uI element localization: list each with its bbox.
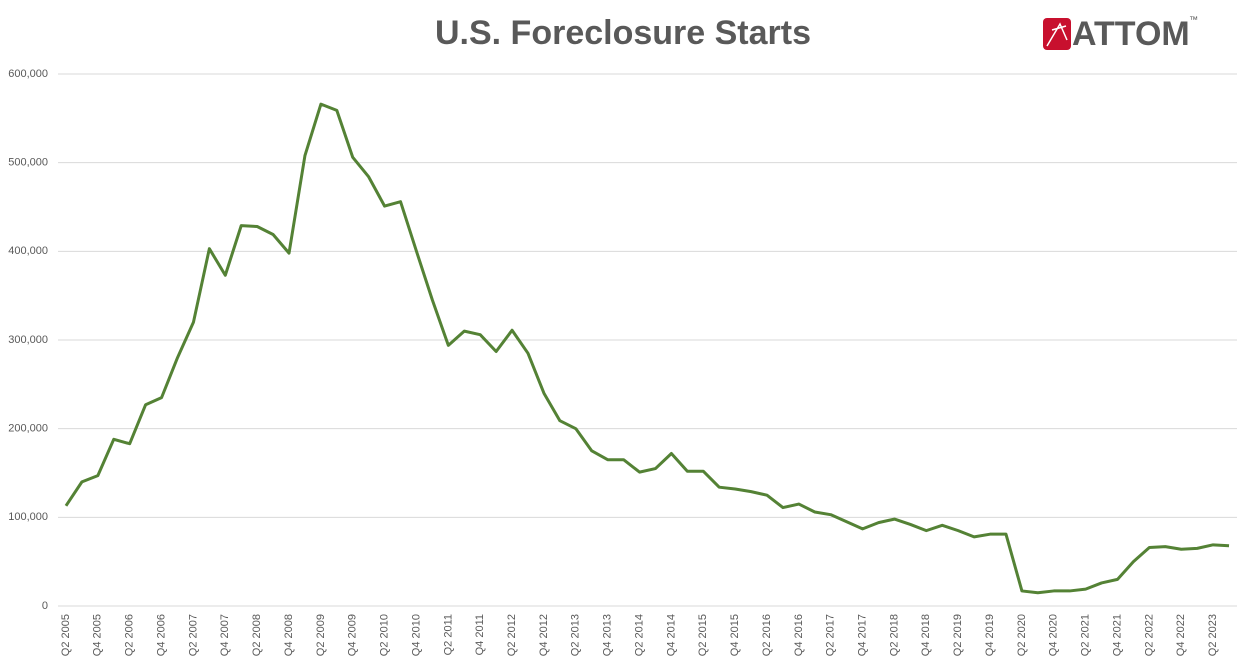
x-tick-label: Q2 2012 xyxy=(506,614,518,656)
data-line xyxy=(64,102,1230,595)
x-tick-label: Q2 2019 xyxy=(952,614,964,656)
x-tick-label: Q2 2005 xyxy=(60,614,72,656)
x-tick-label: Q2 2021 xyxy=(1080,614,1092,656)
y-tick-label: 100,000 xyxy=(8,511,48,523)
y-tick-label: 0 xyxy=(42,600,48,612)
x-tick-label: Q4 2006 xyxy=(155,614,167,656)
x-tick-label: Q4 2021 xyxy=(1111,614,1123,656)
x-tick-label: Q4 2011 xyxy=(474,614,486,655)
x-tick-label: Q2 2010 xyxy=(379,614,391,656)
y-tick-label: 300,000 xyxy=(8,334,48,346)
x-tick-label: Q4 2005 xyxy=(92,614,104,656)
y-tick-label: 200,000 xyxy=(8,423,48,435)
y-tick-label: 600,000 xyxy=(8,68,48,80)
logo-text: ATTOM xyxy=(1072,15,1190,53)
x-tick-label: Q4 2015 xyxy=(729,614,741,656)
x-tick-label: Q4 2008 xyxy=(283,614,295,656)
x-tick-label: Q4 2013 xyxy=(602,614,614,656)
logo: ATTOM ™ xyxy=(1043,14,1198,53)
x-tick-label: Q4 2007 xyxy=(219,614,231,656)
x-tick-label: Q4 2020 xyxy=(1048,614,1060,656)
x-tick-label: Q4 2022 xyxy=(1175,614,1187,656)
x-tick-label: Q4 2019 xyxy=(984,614,996,656)
x-tick-label: Q2 2008 xyxy=(251,614,263,656)
x-tick-label: Q4 2018 xyxy=(920,614,932,656)
x-tick-label: Q4 2014 xyxy=(665,614,677,656)
x-tick-label: Q2 2022 xyxy=(1143,614,1155,656)
x-tick-label: Q2 2014 xyxy=(633,614,645,656)
x-tick-label: Q2 2016 xyxy=(761,614,773,656)
x-tick-label: Q2 2009 xyxy=(315,614,327,656)
x-tick-label: Q2 2015 xyxy=(697,614,709,656)
x-tick-label: Q2 2017 xyxy=(825,614,837,656)
x-tick-label: Q2 2007 xyxy=(187,614,199,656)
logo-icon-lines xyxy=(1046,22,1068,47)
x-tick-label: Q4 2017 xyxy=(856,614,868,656)
x-tick-label: Q4 2010 xyxy=(410,614,422,656)
x-tick-label: Q2 2006 xyxy=(124,614,136,656)
x-tick-label: Q4 2012 xyxy=(538,614,550,656)
x-tick-label: Q4 2009 xyxy=(347,614,359,656)
x-tick-label: Q2 2018 xyxy=(888,614,900,656)
x-tick-label: Q2 2020 xyxy=(1016,614,1028,656)
y-tick-label: 500,000 xyxy=(8,157,48,169)
x-tick-label: Q4 2016 xyxy=(793,614,805,656)
logo-tm: ™ xyxy=(1189,14,1198,24)
y-tick-label: 400,000 xyxy=(8,245,48,257)
x-tick-label: Q2 2023 xyxy=(1207,614,1219,656)
x-tick-label: Q2 2013 xyxy=(570,614,582,656)
chart-title: U.S. Foreclosure Starts xyxy=(435,14,811,52)
x-tick-label: Q2 2011 xyxy=(442,614,454,655)
